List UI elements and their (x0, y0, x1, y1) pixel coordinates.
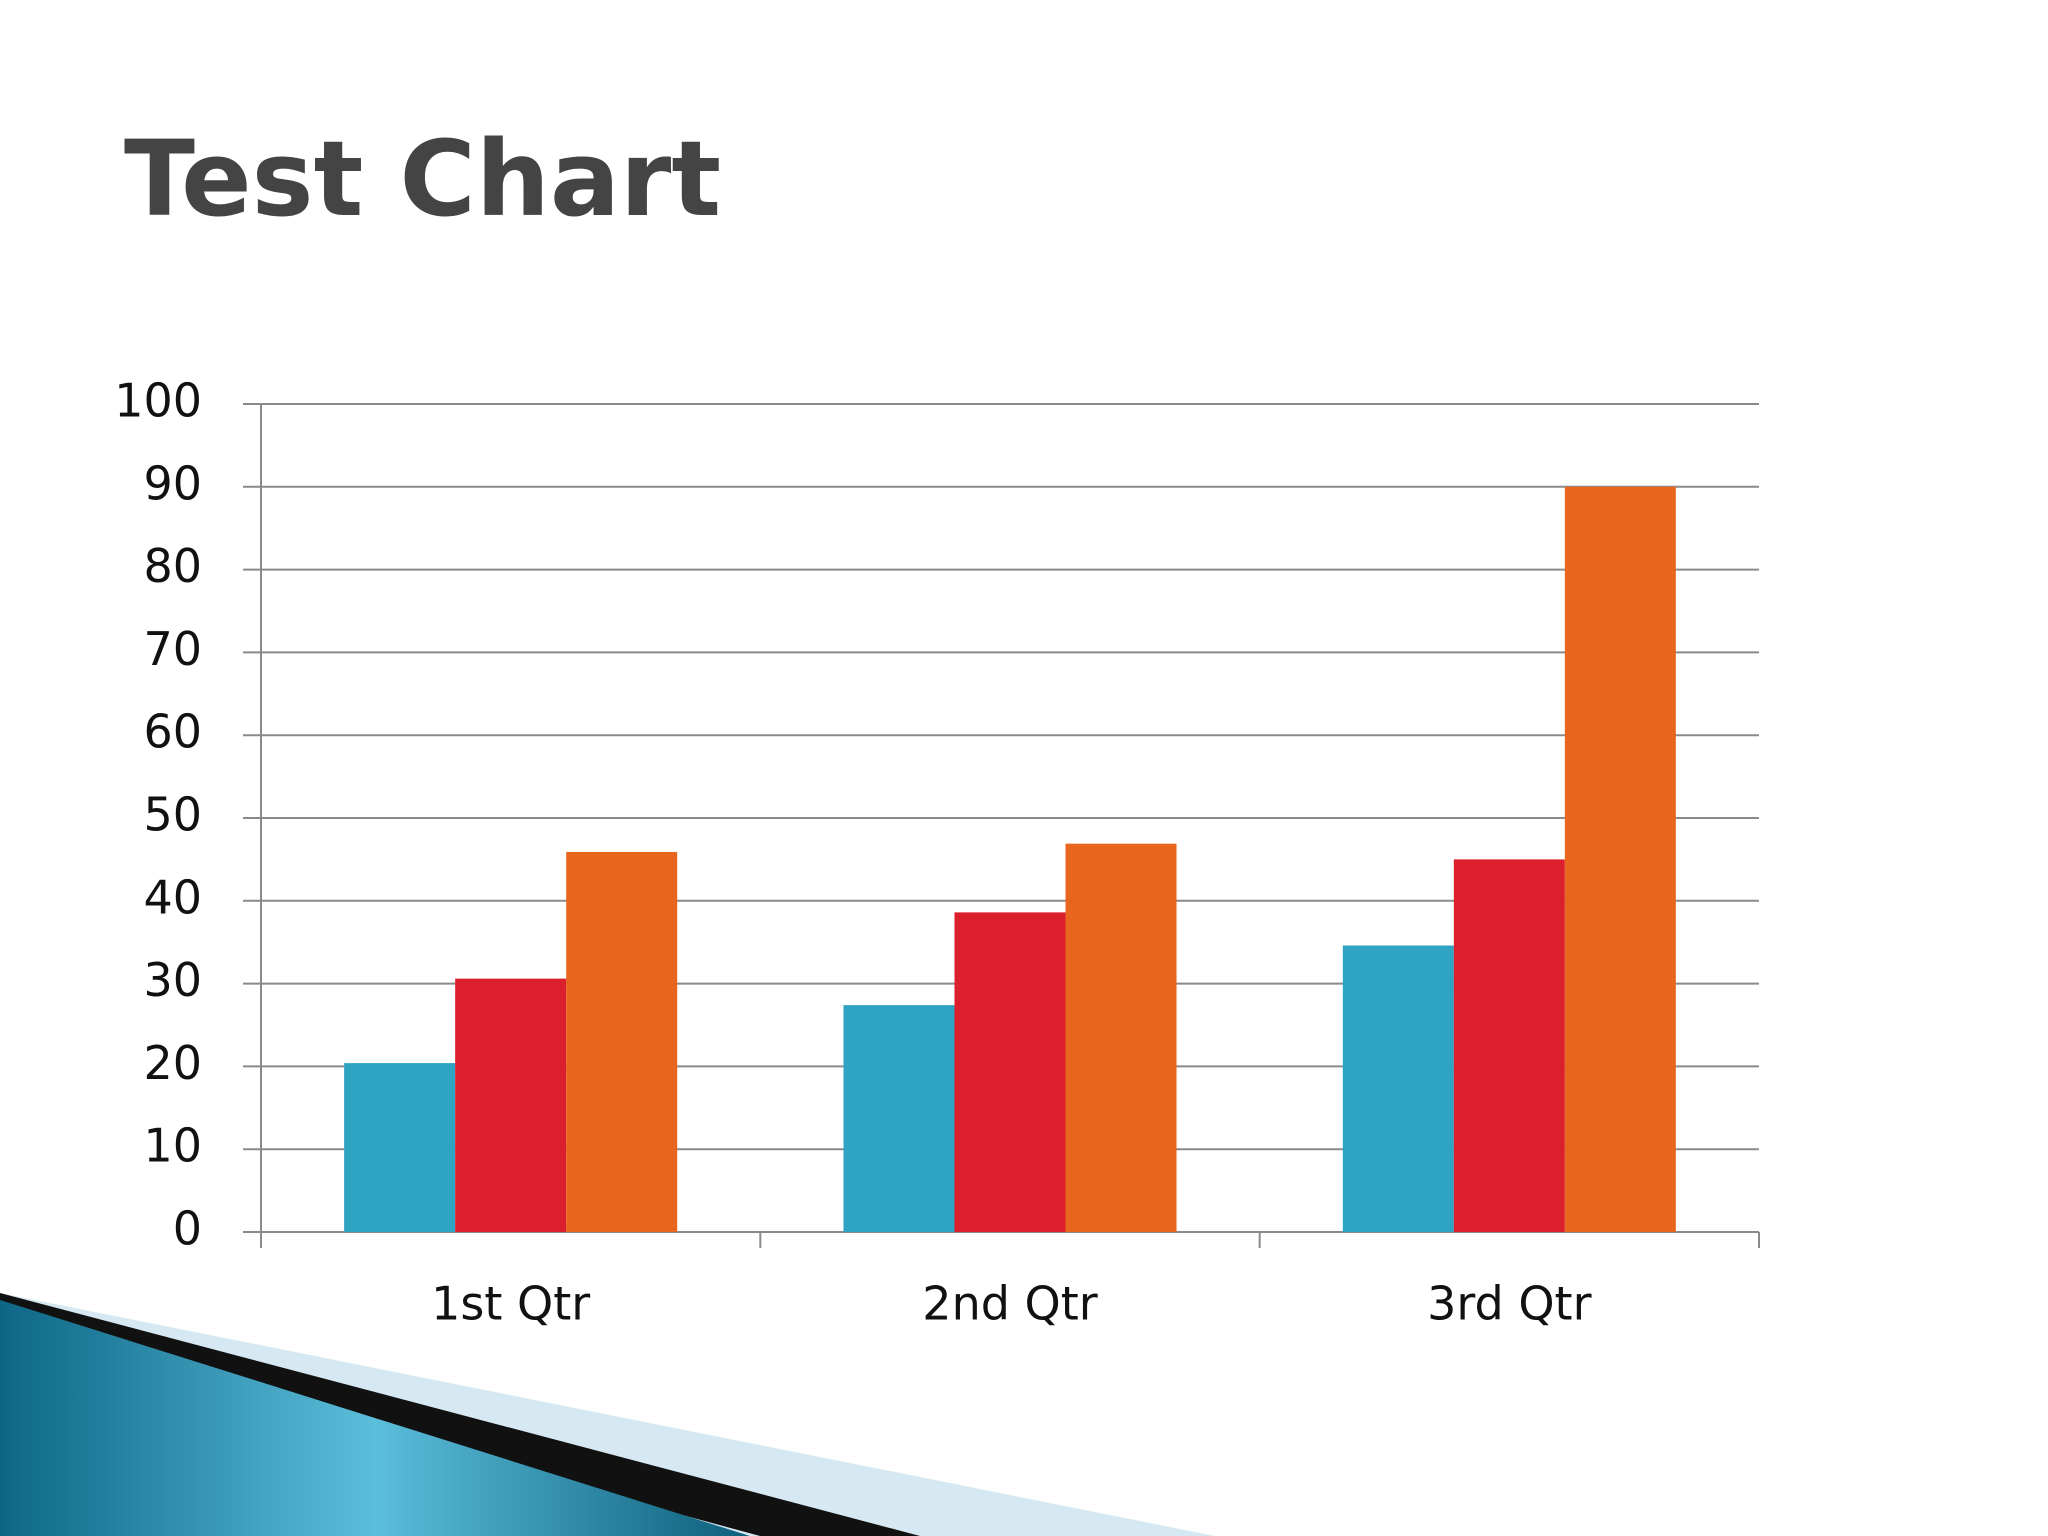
y-tick-label: 50 (143, 788, 202, 842)
chart-title: Test Chart (124, 118, 721, 240)
y-tick-label: 90 (143, 456, 202, 510)
y-tick-label: 20 (143, 1036, 202, 1090)
y-tick-label: 40 (143, 870, 202, 924)
x-tick-label: 3rd Qtr (1427, 1277, 1591, 1331)
decor-dark (0, 1293, 920, 1536)
y-tick-label: 0 (173, 1202, 202, 1256)
bar (1564, 486, 1676, 1232)
y-tick-label: 30 (143, 953, 202, 1007)
y-tick-label: 60 (143, 705, 202, 759)
bar (1453, 859, 1565, 1232)
x-tick-label: 2nd Qtr (922, 1277, 1097, 1331)
bar (954, 912, 1066, 1232)
y-tick-label: 10 (143, 1119, 202, 1173)
x-tick-label: 1st Qtr (431, 1277, 590, 1331)
bar (1342, 945, 1454, 1232)
bar (1065, 843, 1177, 1232)
bar (566, 851, 678, 1232)
y-tick-label: 80 (143, 539, 202, 593)
y-tick-label: 70 (143, 622, 202, 676)
bar (344, 1063, 456, 1232)
y-tick-label: 100 (114, 374, 202, 428)
decor-teal (0, 1300, 750, 1536)
bar (843, 1005, 955, 1232)
bar (455, 978, 567, 1232)
